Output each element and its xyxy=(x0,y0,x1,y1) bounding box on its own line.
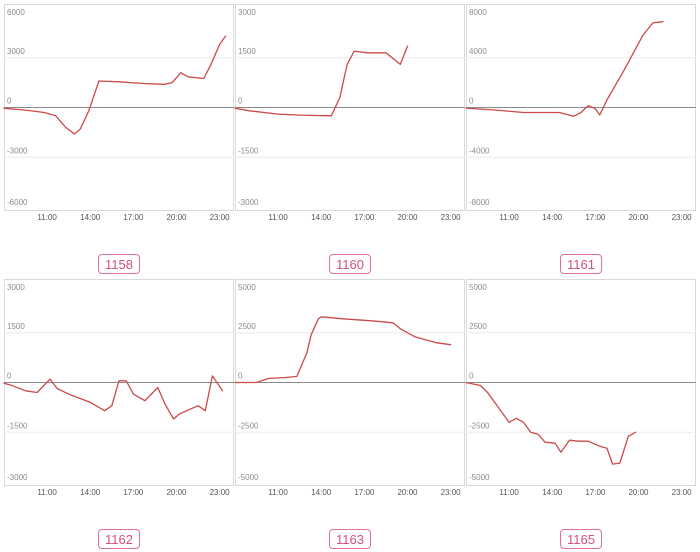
x-tick-label: 17:00 xyxy=(585,213,606,222)
line-chart-1160: 3000 1500 0 -1500 -3000 11:00 14:00 17:00 20:00 2… xyxy=(234,8,465,222)
y-tick-label: 3000 xyxy=(238,8,256,17)
x-tick-label: 11:00 xyxy=(499,213,519,222)
y-tick-label: -2500 xyxy=(469,421,490,430)
series-line xyxy=(234,45,409,117)
x-tick-label: 20:00 xyxy=(628,213,649,222)
chart-panel-1163: 5000 2500 0 -2500 -5000 11:00 14:00 17:00 20:00 2… xyxy=(234,279,465,549)
y-tick-label: -3000 xyxy=(7,146,28,155)
x-tick-label: 23:00 xyxy=(672,488,693,497)
x-tick-label: 11:00 xyxy=(268,213,288,222)
x-tick-label: 20:00 xyxy=(628,488,649,497)
y-tick-label: -5000 xyxy=(238,473,259,482)
x-tick-label: 11:00 xyxy=(37,488,57,497)
x-tick-label: 11:00 xyxy=(37,213,57,222)
x-tick-label: 23:00 xyxy=(210,488,231,497)
y-tick-label: 0 xyxy=(7,97,12,106)
series-line xyxy=(465,381,637,465)
x-tick-label: 17:00 xyxy=(354,213,375,222)
chart-label-badge[interactable]: 1161 xyxy=(560,254,602,274)
x-tick-label: 14:00 xyxy=(542,488,563,497)
y-tick-label: -1500 xyxy=(238,146,259,155)
y-tick-label: 6000 xyxy=(7,8,25,17)
x-tick-label: 23:00 xyxy=(441,488,462,497)
x-tick-label: 23:00 xyxy=(672,213,693,222)
series-line xyxy=(465,21,664,117)
y-tick-label: 3000 xyxy=(7,47,25,56)
chart-label-badge[interactable]: 1163 xyxy=(329,529,371,549)
y-tick-label: -4000 xyxy=(469,146,490,155)
y-tick-label: 4000 xyxy=(469,47,487,56)
x-tick-label: 20:00 xyxy=(397,488,418,497)
y-tick-label: 5000 xyxy=(238,283,256,292)
y-tick-label: 0 xyxy=(469,97,474,106)
line-chart-1158: 6000 3000 0 -3000 -6000 11:00 14:00 17:00 20:00 2… xyxy=(3,8,234,222)
y-tick-label: -5000 xyxy=(469,473,490,482)
line-chart-1161: 8000 4000 0 -4000 -8000 11:00 14:00 17:00 20:00 2… xyxy=(465,8,696,222)
x-tick-label: 17:00 xyxy=(123,213,144,222)
x-tick-label: 20:00 xyxy=(397,213,418,222)
y-tick-label: 0 xyxy=(469,372,474,381)
line-chart-1165: 5000 2500 0 -2500 -5000 11:00 14:00 17:00 20:00 2… xyxy=(465,283,696,497)
series-line xyxy=(234,316,452,384)
y-tick-label: 1500 xyxy=(7,322,25,331)
y-tick-label: -2500 xyxy=(238,421,259,430)
y-tick-label: -1500 xyxy=(7,421,28,430)
y-tick-label: 2500 xyxy=(238,322,256,331)
y-tick-label: 0 xyxy=(238,97,243,106)
x-tick-label: 14:00 xyxy=(80,213,101,222)
chart-panel-1158: 6000 3000 0 -3000 -6000 11:00 14:00 17:00 20:00 2… xyxy=(3,4,234,274)
x-tick-label: 14:00 xyxy=(311,213,332,222)
x-tick-label: 20:00 xyxy=(166,213,187,222)
y-tick-label: -8000 xyxy=(469,198,490,207)
y-tick-label: 0 xyxy=(7,372,12,381)
line-chart-1162: 3000 1500 0 -1500 -3000 11:00 14:00 17:00 20:00 2… xyxy=(3,283,234,497)
series-line xyxy=(3,375,224,420)
chart-panel-1165: 5000 2500 0 -2500 -5000 11:00 14:00 17:00 20:00 2… xyxy=(465,279,696,549)
x-tick-label: 23:00 xyxy=(441,213,462,222)
x-tick-label: 23:00 xyxy=(210,213,231,222)
x-tick-label: 11:00 xyxy=(499,488,519,497)
chart-panel-1160: 3000 1500 0 -1500 -3000 11:00 14:00 17:00 20:00 2… xyxy=(234,4,465,274)
chart-label-badge[interactable]: 1162 xyxy=(98,529,140,549)
y-tick-label: 5000 xyxy=(469,283,487,292)
x-tick-label: 17:00 xyxy=(585,488,606,497)
y-tick-label: 2500 xyxy=(469,322,487,331)
y-tick-label: -3000 xyxy=(238,198,259,207)
x-tick-label: 14:00 xyxy=(542,213,563,222)
y-tick-label: -3000 xyxy=(7,473,28,482)
chart-label-badge[interactable]: 1160 xyxy=(329,254,371,274)
y-tick-label: 1500 xyxy=(238,47,256,56)
series-line xyxy=(3,35,227,135)
chart-panel-1162: 3000 1500 0 -1500 -3000 11:00 14:00 17:00 20:00 2… xyxy=(3,279,234,549)
x-tick-label: 17:00 xyxy=(354,488,375,497)
chart-label-badge[interactable]: 1165 xyxy=(560,529,602,549)
y-tick-label: 0 xyxy=(238,372,243,381)
y-tick-label: 8000 xyxy=(469,8,487,17)
y-tick-label: -6000 xyxy=(7,198,28,207)
x-tick-label: 17:00 xyxy=(123,488,144,497)
x-tick-label: 11:00 xyxy=(268,488,288,497)
x-tick-label: 20:00 xyxy=(166,488,187,497)
x-tick-label: 14:00 xyxy=(80,488,101,497)
chart-panel-1161: 8000 4000 0 -4000 -8000 11:00 14:00 17:00 20:00 2… xyxy=(465,4,696,274)
y-tick-label: 3000 xyxy=(7,283,25,292)
chart-label-badge[interactable]: 1158 xyxy=(98,254,140,274)
line-chart-1163: 5000 2500 0 -2500 -5000 11:00 14:00 17:00 20:00 2… xyxy=(234,283,465,497)
x-tick-label: 14:00 xyxy=(311,488,332,497)
